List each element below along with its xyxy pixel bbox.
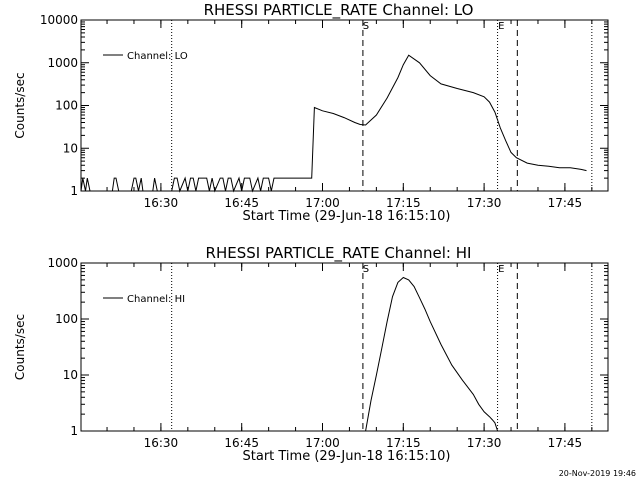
legend-label-hi: Channel: HI — [127, 294, 185, 305]
y-tick-label-hi-1: 10 — [63, 368, 78, 382]
series-line-lo — [80, 54, 587, 193]
x-tick-label-hi-1: 16:45 — [224, 436, 259, 450]
marker-label-s-lo: S — [363, 21, 369, 32]
chart-panel-hi: RHESSI PARTICLE_RATE Channel: HI 16:30 16:… — [13, 244, 609, 464]
plot-frame-lo — [80, 19, 609, 192]
y-tick-label-lo-4: 10000 — [40, 13, 78, 27]
chart-panel-lo: RHESSI PARTICLE_RATE Channel: LO 16:30 16:… — [13, 1, 609, 224]
x-tick-label-lo-4: 17:30 — [467, 196, 502, 210]
x-axis-label-hi: Start Time (29-Jun-18 16:15:10) — [243, 449, 451, 464]
x-axis-label-lo: Start Time (29-Jun-18 16:15:10) — [243, 209, 451, 224]
y-tick-label-lo-3: 1000 — [47, 56, 78, 70]
x-tick-label-lo-1: 16:45 — [224, 196, 259, 210]
y-axis-label-lo: Counts/sec — [13, 72, 27, 138]
x-tick-label-lo-0: 16:30 — [144, 196, 179, 210]
marker-label-e-lo: E — [498, 21, 504, 32]
chart-title-hi: RHESSI PARTICLE_RATE Channel: HI — [206, 244, 472, 263]
x-tick-label-hi-0: 16:30 — [144, 436, 179, 450]
chart-title-lo: RHESSI PARTICLE_RATE Channel: LO — [204, 1, 474, 20]
y-tick-label-lo-2: 100 — [55, 99, 78, 113]
x-tick-label-hi-2: 17:00 — [305, 436, 340, 450]
y-tick-label-lo-1: 10 — [63, 141, 78, 155]
x-tick-label-hi-4: 17:30 — [467, 436, 502, 450]
y-tick-label-hi-3: 1000 — [47, 256, 78, 270]
y-axis-label-hi: Counts/sec — [13, 314, 27, 380]
y-tick-label-hi-2: 100 — [55, 312, 78, 326]
series-line-hi — [365, 276, 499, 432]
plot-frame-hi — [80, 262, 609, 432]
x-tick-label-hi-3: 17:15 — [386, 436, 421, 450]
x-tick-label-lo-2: 17:00 — [305, 196, 340, 210]
marker-label-s-hi: S — [363, 264, 369, 275]
x-tick-label-hi-5: 17:45 — [548, 436, 583, 450]
y-tick-label-lo-0: 1 — [70, 184, 78, 198]
x-tick-label-lo-3: 17:15 — [386, 196, 421, 210]
y-tick-label-hi-0: 1 — [70, 424, 78, 438]
legend-label-lo: Channel: LO — [127, 51, 188, 62]
x-tick-label-lo-5: 17:45 — [548, 196, 583, 210]
marker-label-e-hi: E — [498, 264, 504, 275]
date-stamp: 20-Nov-2019 19:46 — [559, 469, 636, 478]
